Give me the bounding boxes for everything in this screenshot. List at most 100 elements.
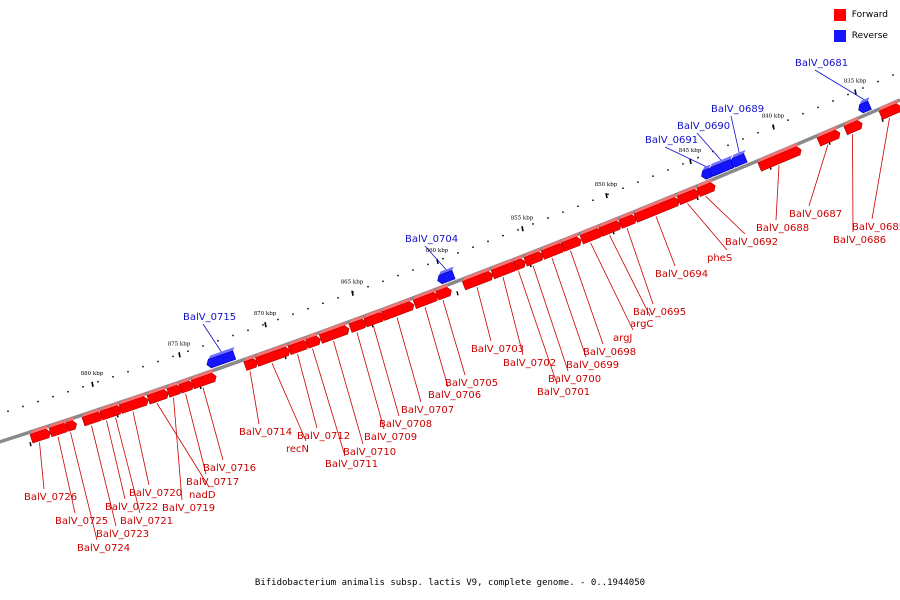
leader-line — [570, 250, 604, 345]
gene-BalV_0681[interactable] — [856, 97, 875, 114]
minor-tick — [456, 291, 459, 296]
gene-top-face — [178, 377, 192, 385]
kbp-label: 875 kbp — [168, 341, 191, 347]
leader-line — [156, 403, 210, 488]
gene-body — [598, 220, 622, 237]
gene-BalV_0714[interactable] — [243, 354, 259, 371]
gene-pheS[interactable] — [676, 185, 701, 206]
gene-BalV_0698[interactable] — [560, 232, 583, 252]
gene-BalV_0703[interactable] — [461, 267, 494, 291]
gene-top-face — [523, 247, 541, 258]
gene-top-face — [82, 408, 101, 418]
gene-label: BalV_0719 — [162, 503, 215, 514]
gene-label: BalV_0717 — [186, 477, 239, 488]
minor-tick — [607, 193, 609, 196]
gene-BalV_0706[interactable] — [412, 288, 440, 309]
gene-label: BalV_0712 — [297, 431, 350, 442]
gene-features — [29, 97, 900, 444]
minor-tick — [82, 385, 84, 388]
gene-label: BalV_0692 — [725, 237, 778, 248]
gene-BalV_0723[interactable] — [81, 408, 104, 427]
minor-tick — [637, 181, 639, 184]
minor-tick — [562, 211, 564, 214]
gene-BalV_0692[interactable] — [696, 178, 717, 197]
minor-tick — [502, 234, 504, 237]
minor-tick — [172, 355, 174, 358]
leader-line — [202, 323, 223, 354]
gene-BalV_0709[interactable] — [348, 315, 368, 333]
gene-argJ[interactable] — [579, 224, 604, 245]
gene-label: BalV_0715 — [183, 312, 236, 323]
leader-line — [852, 134, 854, 233]
gene-BalV_0686[interactable] — [843, 116, 864, 136]
gene-BalV_0704[interactable] — [435, 266, 458, 285]
gene-BalV_0687[interactable] — [816, 126, 842, 147]
kbp-label: 880 kbp — [81, 371, 104, 377]
gene-BalV_0712[interactable] — [287, 336, 310, 356]
minor-tick — [412, 269, 414, 271]
gene-top-face — [757, 142, 799, 163]
gene-argC[interactable] — [598, 217, 623, 237]
leader-line — [271, 363, 307, 442]
gene-BalV_0719[interactable] — [166, 381, 183, 398]
gene-body — [380, 301, 415, 321]
leader-line — [132, 411, 150, 486]
gene-top-face — [305, 332, 318, 340]
gene-BalV_0699[interactable] — [540, 239, 566, 260]
gene-body — [255, 346, 291, 367]
gene-BalV_0708[interactable] — [363, 308, 386, 328]
gene-top-face — [859, 97, 870, 105]
gene-top-face — [731, 149, 746, 159]
gene-label: BalV_0724 — [77, 543, 130, 554]
gene-body — [29, 428, 51, 444]
minor-tick — [322, 302, 324, 305]
leader-line — [775, 165, 780, 221]
gene-top-face — [580, 224, 600, 236]
gene-label: BalV_0725 — [55, 516, 108, 527]
gene-top-face — [65, 416, 75, 423]
gene-BalV_0720[interactable] — [118, 392, 149, 414]
gene-nadD[interactable] — [146, 385, 170, 405]
gene-BalV_0705[interactable] — [435, 283, 453, 301]
gene-label: BalV_0703 — [471, 344, 524, 355]
gene-top-face — [48, 419, 67, 429]
gene-BalV_0717[interactable] — [178, 377, 195, 394]
gene-BalV_0715[interactable] — [204, 347, 238, 369]
gene-label: BalV_0691 — [645, 135, 698, 146]
gene-label: BalV_0726 — [24, 492, 77, 503]
major-tick — [91, 381, 94, 387]
gene-BalV_0688[interactable] — [757, 142, 803, 172]
legend-forward: Forward — [833, 8, 888, 22]
gene-BalV_0685[interactable] — [878, 99, 900, 120]
gene-top-face — [119, 392, 146, 405]
gene-recN[interactable] — [254, 343, 291, 367]
genome-caption: Bifidobacterium animalis subsp. lactis V… — [254, 578, 646, 588]
gene-label: BalV_0685 — [852, 222, 900, 233]
minor-tick — [697, 156, 699, 159]
gene-BalV_0722[interactable] — [99, 404, 116, 421]
gene-BalV_0724[interactable] — [65, 416, 78, 432]
legend-reverse-label: Reverse — [851, 31, 888, 41]
gene-body — [206, 350, 237, 369]
gene-BalV_0707[interactable] — [380, 297, 415, 321]
minor-tick — [292, 313, 294, 316]
major-tick — [521, 226, 524, 232]
gene-BalV_0711[interactable] — [305, 332, 322, 349]
gene-BalV_0710[interactable] — [318, 321, 350, 344]
gene-BalV_0695[interactable] — [618, 210, 638, 229]
gene-body — [81, 411, 103, 427]
gene-BalV_0694[interactable] — [633, 193, 681, 223]
leader-line — [476, 287, 492, 342]
label-leaders — [39, 69, 890, 541]
gene-BalV_0726[interactable] — [29, 425, 52, 444]
gene-label: BalV_0690 — [677, 121, 730, 132]
gene-BalV_0702[interactable] — [490, 258, 518, 280]
gene-BalV_0691[interactable] — [699, 164, 716, 180]
gene-BalV_0716[interactable] — [190, 369, 218, 390]
gene-BalV_0700[interactable] — [523, 247, 545, 267]
gene-BalV_0725[interactable] — [48, 419, 70, 438]
gene-body — [437, 270, 456, 285]
minor-tick — [547, 217, 549, 219]
major-tick — [689, 158, 692, 165]
